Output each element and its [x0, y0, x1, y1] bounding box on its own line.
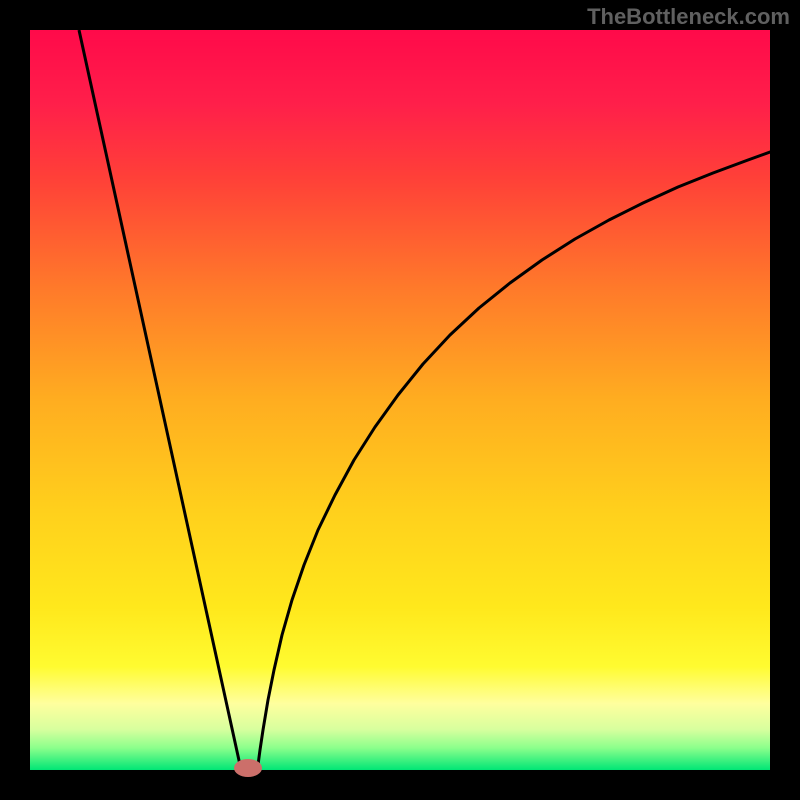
chart-container: TheBottleneck.com	[0, 0, 800, 800]
minimum-marker	[234, 759, 262, 777]
bottleneck-chart	[0, 0, 800, 800]
plot-background	[30, 30, 770, 770]
